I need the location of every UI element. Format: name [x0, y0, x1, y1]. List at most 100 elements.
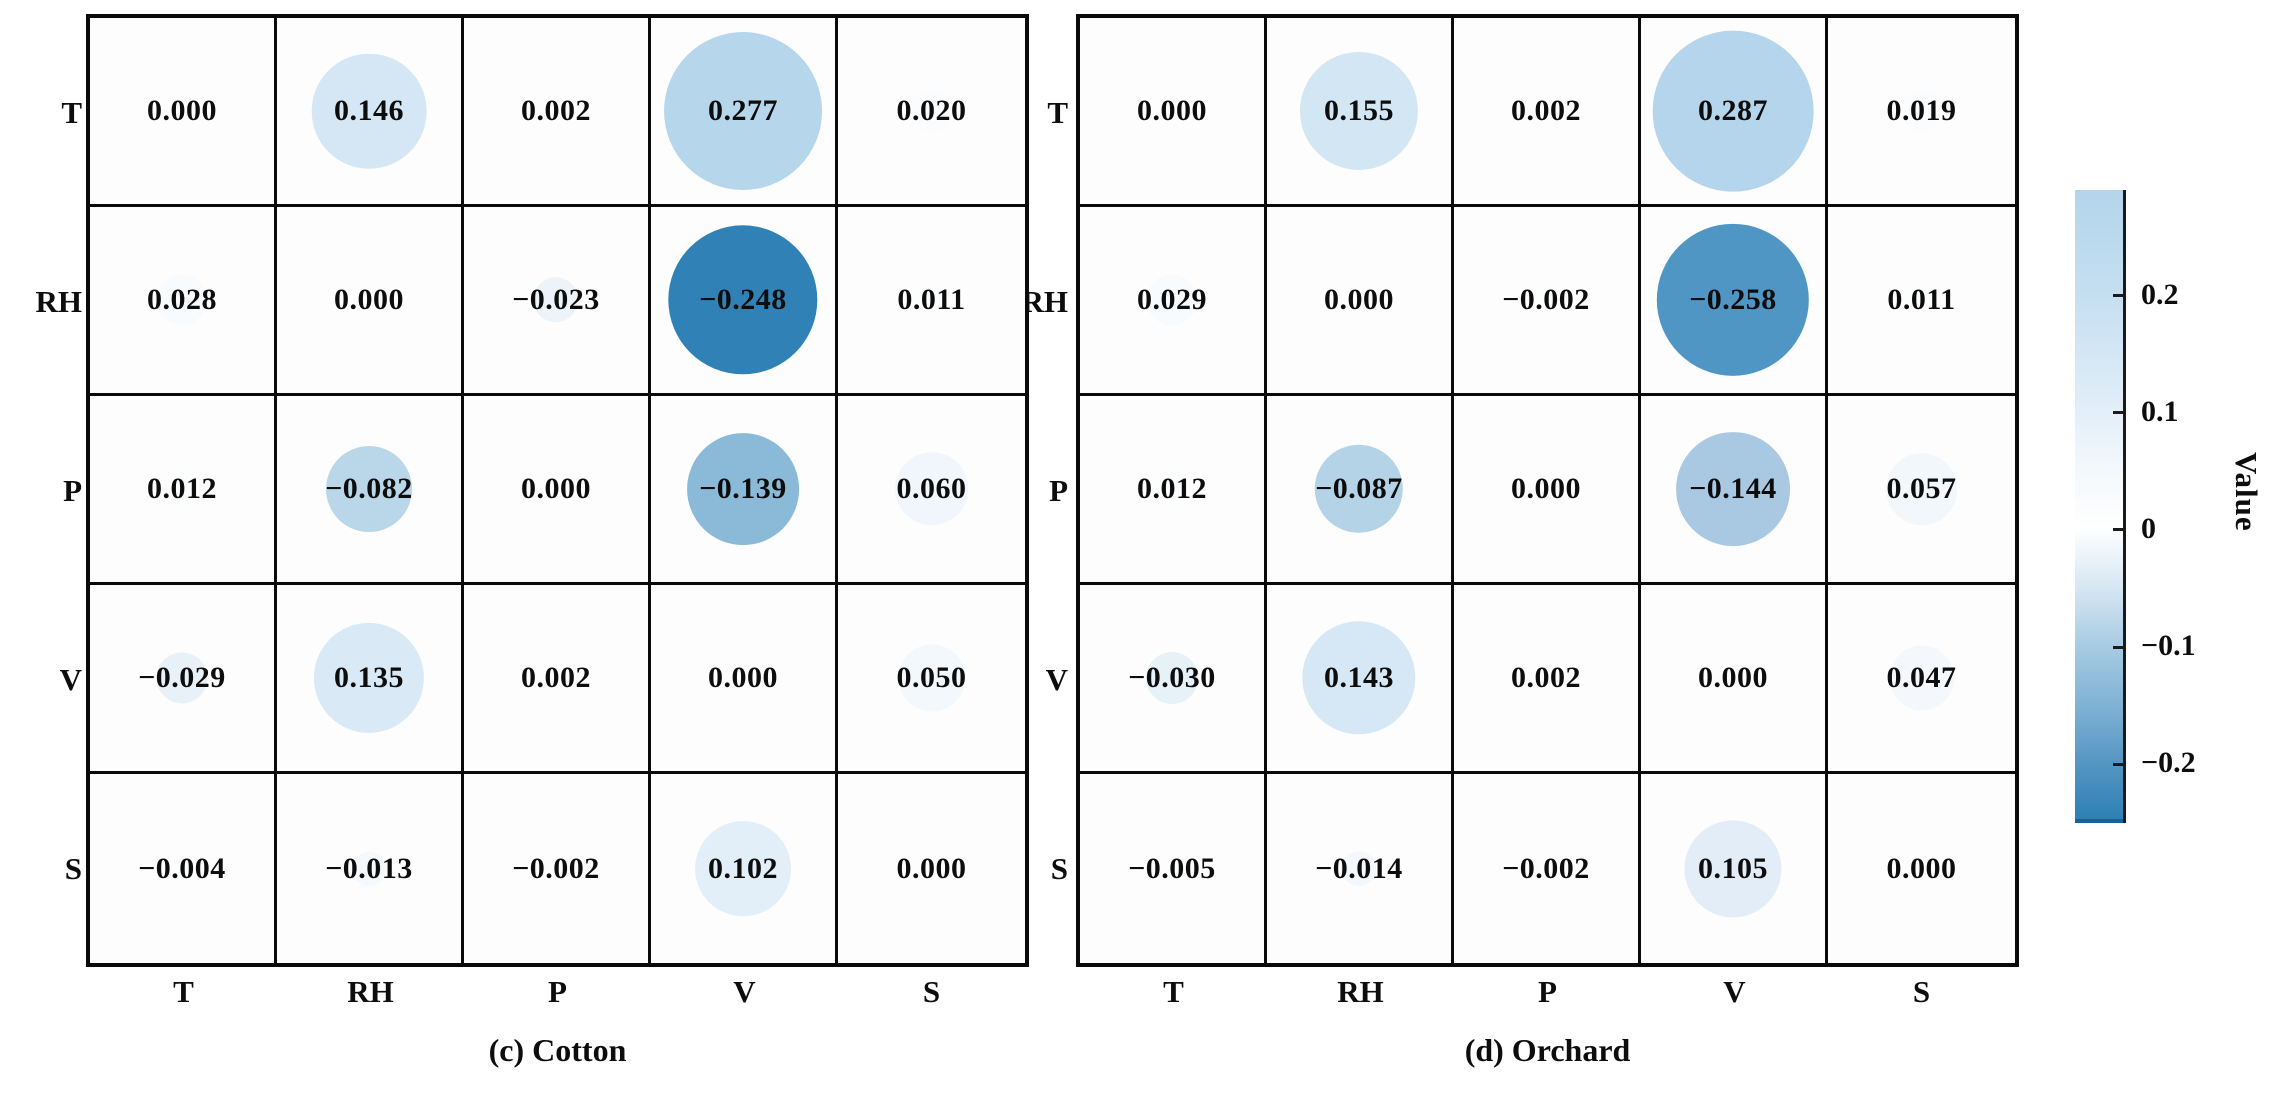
bubble-orchard-T-V [1652, 30, 1814, 192]
value-label: 0.020 [896, 94, 967, 127]
row-label-orchard-T: T [1047, 94, 1068, 130]
bubble-cotton-S-RH [351, 851, 387, 886]
value-label: 0.050 [896, 661, 967, 694]
value-label: 0.002 [521, 94, 591, 127]
matrix-orchard: 0.000 0.155 0.002 0.287 0.019 0.029 0.000 −0.00… [1076, 14, 2019, 967]
cell-orchard-RH-P: −0.002 [1454, 207, 1641, 396]
cell-cotton-T-RH: 0.146 [277, 18, 464, 207]
bubble-orchard-T-RH [1299, 51, 1419, 171]
col-labels-cotton: T RH P V S [90, 974, 1025, 1010]
value-label: 0.143 [1324, 661, 1394, 694]
value-label: −0.258 [1689, 283, 1777, 316]
cell-orchard-P-S: 0.057 [1828, 396, 2015, 585]
bubble-cotton-T-S [910, 89, 953, 133]
cell-orchard-T-T: 0.000 [1080, 18, 1267, 207]
cell-cotton-T-S: 0.020 [838, 18, 1025, 207]
value-label: 0.000 [708, 661, 778, 694]
value-label: −0.023 [512, 283, 600, 316]
col-label-cotton-RH: RH [347, 974, 394, 1009]
row-label-cotton-RH: RH [35, 283, 83, 319]
bubble-orchard-S-T [1161, 857, 1183, 880]
cell-orchard-S-P: −0.002 [1454, 774, 1641, 963]
colorbar-tick-label-0.1: 0.1 [2141, 394, 2179, 428]
caption-orchard: (d) Orchard [1464, 1032, 1631, 1068]
colorbar: 0.2 0.1 0 −0.1 −0.2 [2075, 190, 2273, 823]
cell-cotton-V-S: 0.050 [838, 585, 1025, 774]
bubble-orchard-RH-S [1905, 284, 1938, 316]
matrix-cotton: 0.000 0.146 0.002 0.277 0.020 0.028 0.000 −0.02… [86, 14, 1029, 967]
bubble-cotton-P-V [687, 433, 799, 545]
colorbar-tick [2113, 411, 2126, 415]
value-label: 0.146 [334, 94, 404, 127]
value-label: 0.000 [1137, 94, 1207, 127]
bubble-cotton-RH-P [533, 277, 579, 323]
row-labels-cotton: T RH P V S [0, 18, 83, 963]
cell-cotton-V-T: −0.029 [90, 585, 277, 774]
colorbar-axis-label: Value [2229, 452, 2264, 532]
value-label: 0.000 [1698, 661, 1768, 694]
cell-cotton-P-RH: −0.082 [277, 396, 464, 585]
value-label: −0.139 [699, 472, 787, 505]
cell-cotton-S-S: 0.000 [838, 774, 1025, 963]
col-label-orchard-S: S [1912, 974, 1931, 1009]
value-label: 0.002 [521, 661, 591, 694]
bubble-cotton-S-T [172, 859, 192, 878]
cell-orchard-P-P: 0.000 [1454, 396, 1641, 585]
bubble-orchard-V-S [1888, 645, 1955, 711]
cell-cotton-S-V: 0.102 [651, 774, 838, 963]
colorbar-tick [2113, 762, 2126, 766]
cell-cotton-T-T: 0.000 [90, 18, 277, 207]
cell-cotton-RH-V: −0.248 [651, 207, 838, 396]
bubble-cotton-S-P [549, 861, 563, 876]
bubble-orchard-T-S [1900, 90, 1943, 132]
col-label-orchard-V: V [1723, 974, 1746, 1009]
row-label-cotton-S: S [64, 850, 82, 886]
value-label: −0.002 [1502, 283, 1590, 316]
value-label: 0.002 [1511, 661, 1581, 694]
value-label: −0.013 [325, 851, 413, 885]
cell-orchard-V-P: 0.002 [1454, 585, 1641, 774]
caption-cotton: (c) Cotton [488, 1032, 627, 1068]
bubble-cotton-T-RH [311, 53, 427, 169]
bubble-orchard-RH-V [1656, 223, 1810, 377]
cell-cotton-V-P: 0.002 [464, 585, 651, 774]
value-label: 0.028 [147, 283, 217, 316]
cell-orchard-S-S: 0.000 [1828, 774, 2015, 963]
value-label: 0.000 [1886, 851, 1957, 885]
cell-orchard-P-V: −0.144 [1641, 396, 1828, 585]
bubble-cotton-P-T [165, 472, 199, 506]
row-label-orchard-S: S [1050, 850, 1068, 886]
bubble-orchard-S-V [1684, 819, 1782, 918]
cell-orchard-S-T: −0.005 [1080, 774, 1267, 963]
col-labels-orchard: T RH P V S [1080, 974, 2015, 1010]
bubble-orchard-S-RH [1341, 850, 1377, 887]
cell-cotton-RH-S: 0.011 [838, 207, 1025, 396]
bubble-orchard-S-P [1539, 861, 1553, 876]
value-label: 0.277 [708, 94, 778, 127]
value-label: 0.000 [147, 94, 217, 127]
cell-cotton-T-V: 0.277 [651, 18, 838, 207]
value-label: 0.011 [897, 283, 966, 316]
value-label: 0.105 [1698, 851, 1768, 885]
value-label: 0.012 [147, 472, 217, 505]
bubble-cotton-V-S [897, 644, 966, 712]
row-label-cotton-P: P [63, 472, 82, 508]
bubble-orchard-V-RH [1302, 621, 1416, 735]
cell-orchard-RH-S: 0.011 [1828, 207, 2015, 396]
cell-cotton-V-RH: 0.135 [277, 585, 464, 774]
bubble-cotton-V-RH [313, 622, 425, 734]
cell-cotton-RH-RH: 0.000 [277, 207, 464, 396]
cell-cotton-S-RH: −0.013 [277, 774, 464, 963]
row-label-orchard-RH: RH [1021, 283, 1069, 319]
bubble-cotton-T-P [549, 104, 563, 118]
colorbar-tick-label-0.2: 0.2 [2141, 277, 2179, 311]
value-label: 0.019 [1886, 94, 1957, 127]
colorbar-gradient [2075, 190, 2123, 823]
col-label-orchard-P: P [1538, 974, 1557, 1009]
col-label-cotton-S: S [922, 974, 941, 1009]
bubble-orchard-RH-P [1539, 293, 1553, 307]
bubble-orchard-V-P [1539, 671, 1553, 685]
col-label-cotton-T: T [173, 974, 194, 1009]
row-labels-orchard: T RH P V S [986, 18, 1069, 963]
cell-cotton-S-P: −0.002 [464, 774, 651, 963]
